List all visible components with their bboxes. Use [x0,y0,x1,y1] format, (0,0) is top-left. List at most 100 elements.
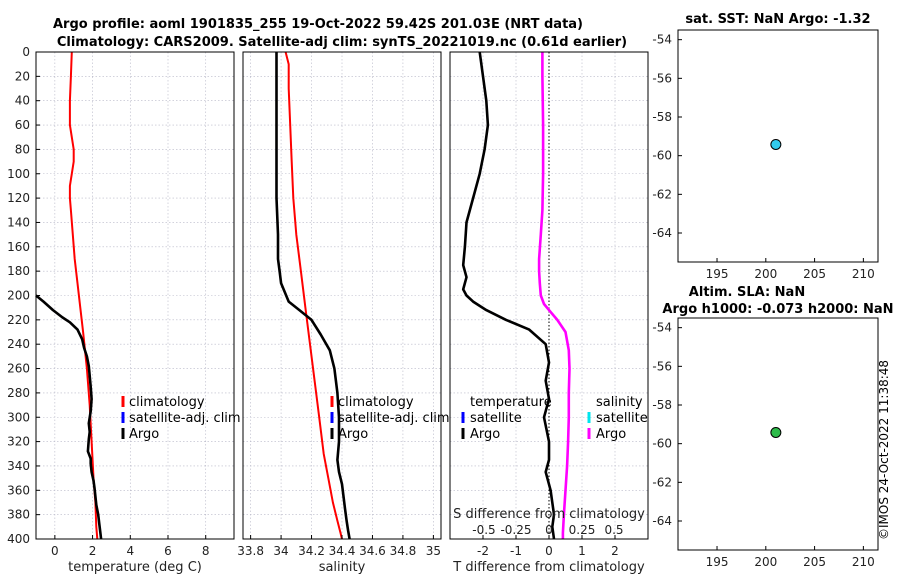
legend-header-temperature: temperature [470,395,552,410]
sla-map-ticks: 195 200 205 210 -54 -56 -58 -60 -62 -64 [652,321,874,569]
top-tick-label: 0 [545,523,553,537]
temperature-ticks: 0 2 4 6 802040608010012014016018020022024026… [7,45,209,558]
y-tick-label: 300 [7,410,30,424]
temperature-panel: 0 2 4 6 802040608010012014016018020022024026… [7,45,241,575]
y-tick-label: 320 [7,435,30,449]
series-climatology [284,51,343,540]
x-tick-label: 205 [803,555,826,569]
difference-xlabel-top: S difference from climatology [453,507,645,522]
x-tick-label: -1 [510,544,522,558]
sla-map-title-line2: Argo h1000: -0.073 h2000: NaN [662,302,893,317]
x-tick-label: 34.4 [329,544,356,558]
legend-s-satellite: satellite [596,411,648,426]
salinity-ticks: 33.8 34 34.2 34.4 34.6 34.8 35 [237,535,441,558]
y-tick-label: 280 [7,386,30,400]
y-tick-label: 60 [15,118,30,132]
y-tick-label: -56 [652,71,672,85]
y-tick-label: 360 [7,483,30,497]
series-argo [35,294,103,540]
y-tick-label: 40 [15,94,30,108]
y-tick-label: -64 [652,514,672,528]
y-tick-label: -60 [652,149,672,163]
y-tick-label: -60 [652,437,672,451]
legend-satellite-adj: satellite-adj. clim [129,411,241,426]
legend-t-argo: Argo [470,427,500,442]
x-tick-label: 200 [754,267,777,281]
x-tick-label: 195 [706,555,729,569]
difference-grid [450,51,648,540]
x-tick-label: 2 [611,544,619,558]
temperature-grid [36,51,234,540]
x-tick-label: 34 [273,544,288,558]
salinity-legend: climatology satellite-adj. clim Argo [330,395,450,442]
difference-top-ticklabels: -0.5 -0.25 0 0.25 0.5 [472,523,623,537]
y-tick-label: 20 [15,69,30,83]
y-tick-label: -56 [652,359,672,373]
x-tick-label: 34.2 [298,544,325,558]
x-tick-label: 195 [706,267,729,281]
argo-location-point [770,426,782,438]
difference-panel: -2 -1 0 1 2 T difference from climatology S … [449,51,649,575]
difference-plot [461,51,571,540]
difference-ticks: -2 -1 0 1 2 [477,535,619,558]
y-tick-label: 0 [22,45,30,59]
y-tick-label: -64 [652,226,672,240]
y-tick-label: 180 [7,264,30,278]
top-tick-label: -0.25 [500,523,531,537]
top-tick-label: -0.5 [472,523,495,537]
y-tick-label: -58 [652,398,672,412]
sla-map-panel: Altim. SLA: NaN Argo h1000: -0.073 h2000… [652,285,893,569]
temperature-legend: climatology satellite-adj. clim Argo [121,395,241,442]
y-tick-label: -54 [652,33,672,47]
legend-argo: Argo [129,427,159,442]
y-tick-label: 80 [15,142,30,156]
salinity-xlabel: salinity [319,560,366,575]
x-tick-label: 210 [852,555,875,569]
x-tick-label: -2 [477,544,489,558]
sst-map-ticks: 195 200 205 210 -54 -56 -58 -60 -62 -64 [652,33,874,281]
legend-climatology: climatology [338,395,414,410]
legend-header-salinity: salinity [596,395,643,410]
sst-map-panel: sat. SST: NaN Argo: -1.32 195 200 205 210 -5… [652,12,879,281]
y-tick-label: 260 [7,362,30,376]
sla-map-plot [770,426,782,438]
sla-map-title-line1: Altim. SLA: NaN [689,285,805,300]
y-tick-label: -54 [652,321,672,335]
y-tick-label: 380 [7,508,30,522]
salinity-plot [275,51,351,540]
legend-s-argo: Argo [596,427,626,442]
sla-map-axes-frame [677,317,879,551]
x-tick-label: 0 [545,544,553,558]
legend-satellite-adj: satellite-adj. clim [338,411,450,426]
difference-xlabel: T difference from climatology [452,560,645,575]
legend-climatology: climatology [129,395,205,410]
x-tick-label: 210 [852,267,875,281]
temperature-plot [35,51,103,540]
timestamp: ©IMOS 24-Oct-2022 11:38:48 [877,360,891,540]
legend-t-satellite: satellite [470,411,522,426]
y-tick-label: 160 [7,240,30,254]
series-climatology [68,51,99,540]
x-tick-label: 0 [51,544,59,558]
temperature-xlabel: temperature (deg C) [68,560,202,575]
difference-legend-temperature: temperature satellite Argo [461,395,552,442]
y-tick-label: 140 [7,215,30,229]
x-tick-label: 200 [754,555,777,569]
y-tick-label: 340 [7,459,30,473]
x-tick-label: 1 [578,544,586,558]
y-tick-label: 200 [7,289,30,303]
y-tick-label: -58 [652,110,672,124]
x-tick-label: 2 [89,544,97,558]
y-tick-label: 400 [7,532,30,546]
y-tick-label: 220 [7,313,30,327]
series-s-argo [537,52,571,539]
y-tick-label: 120 [7,191,30,205]
argo-location-point [770,138,782,150]
salinity-grid [243,51,441,540]
top-tick-label: 0.25 [569,523,596,537]
top-tick-label: 0.5 [604,523,623,537]
x-tick-label: 4 [126,544,134,558]
salinity-panel: 33.8 34 34.2 34.4 34.6 34.8 35 salinity climat… [237,51,450,575]
x-tick-label: 6 [164,544,172,558]
